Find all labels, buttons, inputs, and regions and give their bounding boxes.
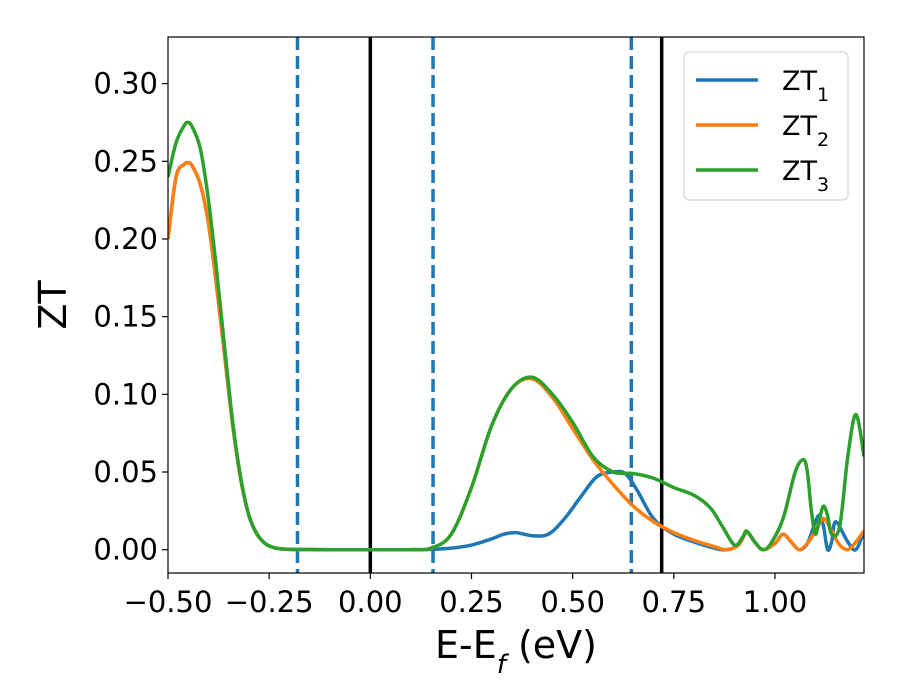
x-tick-label: 0.25 [439,585,504,619]
x-tick-label: 0.00 [338,585,403,619]
y-axis-label: ZT [31,280,75,330]
legend: ZT1 ZT2 ZT3 [683,51,849,201]
y-tick-label: 0.15 [93,300,158,334]
series-lines [168,120,864,553]
series-line-zt2 [168,160,864,552]
x-tick-label: 0.50 [540,585,605,619]
x-axis-label: E-Ef (eV) [435,623,597,680]
y-tick-label: 0.25 [93,144,158,178]
y-tick-label: 0.10 [93,377,158,411]
x-tick-label: −0.25 [225,585,314,619]
plot-frame [167,36,865,574]
x-tick-label: −0.50 [124,585,213,619]
reference-lines [295,37,664,573]
y-tick-label: 0.30 [93,67,158,101]
x-tick-label: 1.00 [743,585,808,619]
x-tick-label: 0.75 [642,585,707,619]
series-line-zt3 [168,120,864,552]
series-line-zt1 [168,160,864,553]
legend-label-zt2: ZT2 [782,111,829,151]
legend-label-zt1: ZT1 [782,66,829,106]
y-axis: 0.00 0.05 0.10 0.15 0.20 0.25 0.30 [93,67,168,567]
y-tick-label: 0.05 [93,455,158,489]
x-axis: −0.50 −0.25 0.00 0.25 0.50 0.75 1.00 [124,573,808,619]
legend-box [683,51,849,201]
y-tick-label: 0.00 [93,533,158,567]
y-tick-label: 0.20 [93,222,158,256]
legend-label-zt3: ZT3 [782,156,829,196]
